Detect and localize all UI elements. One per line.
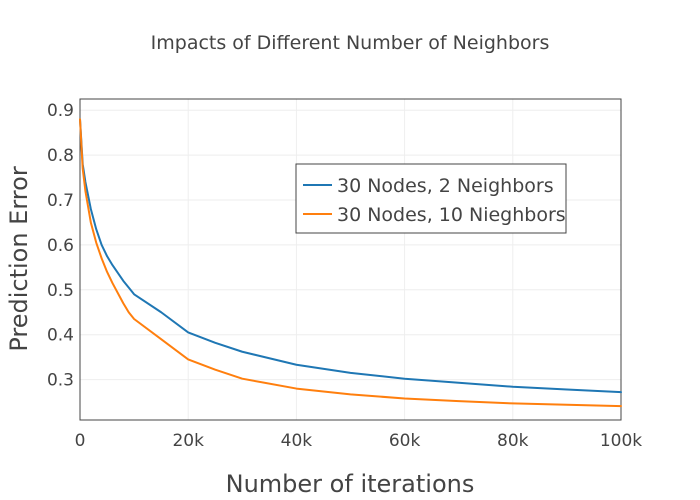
x-tick-label: 40k: [281, 431, 313, 451]
y-tick-label: 0.9: [47, 101, 74, 121]
y-axis-ticks: 0.3 0.4 0.5 0.6 0.7 0.8 0.9: [47, 101, 74, 390]
legend: 30 Nodes, 2 Neighbors 30 Nodes, 10 Niegh…: [295, 163, 567, 234]
gridlines: [80, 99, 621, 420]
y-tick-label: 0.6: [47, 236, 74, 256]
series-line-2: [79, 118, 622, 408]
chart-title: Impacts of Different Number of Neighbors: [151, 32, 550, 54]
x-tick-label: 20k: [172, 431, 204, 451]
legend-label-series-1: 30 Nodes, 2 Neighbors: [337, 175, 554, 197]
series-lines: [79, 118, 622, 408]
x-tick-label: 100k: [600, 431, 642, 451]
series-line-1: [79, 118, 622, 394]
x-tick-label: 60k: [389, 431, 421, 451]
x-axis-title: Number of iterations: [226, 470, 475, 498]
y-tick-label: 0.4: [47, 326, 74, 346]
y-axis-title: Prediction Error: [5, 166, 33, 351]
legend-label-series-2: 30 Nodes, 10 Nieghbors: [337, 204, 566, 226]
plot-frame: [79, 98, 622, 421]
y-tick-label: 0.7: [47, 191, 74, 211]
y-tick-label: 0.8: [47, 146, 74, 166]
y-tick-label: 0.3: [47, 371, 74, 391]
y-tick-label: 0.5: [47, 281, 74, 301]
x-tick-label: 80k: [497, 431, 529, 451]
legend-box: [295, 163, 567, 234]
x-tick-label: 0: [75, 431, 86, 451]
x-axis-ticks: 0 20k 40k 60k 80k 100k: [75, 431, 643, 451]
